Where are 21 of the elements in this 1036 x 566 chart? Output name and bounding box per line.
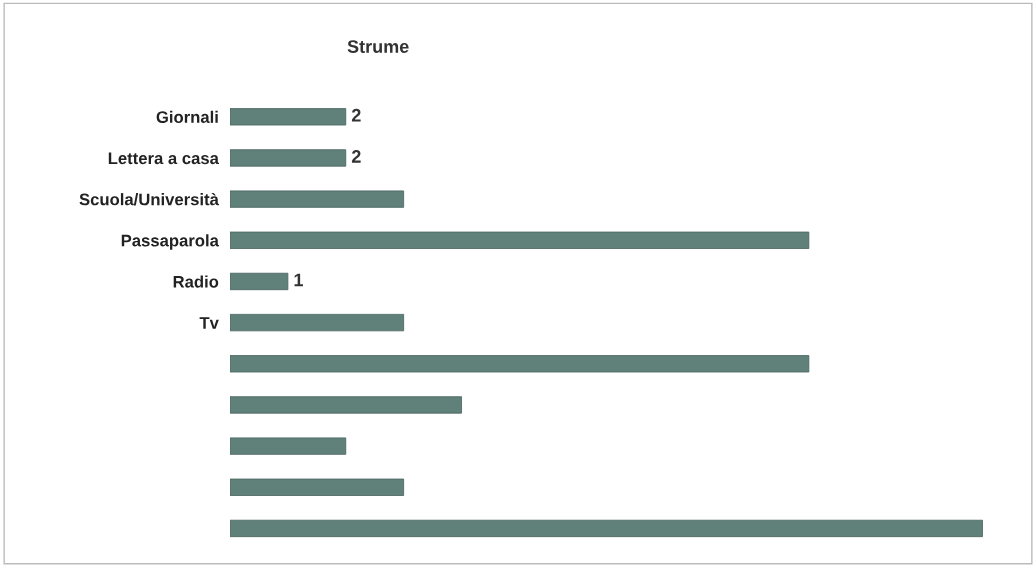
y-tick-label: Radio <box>173 275 219 288</box>
bar <box>229 313 405 332</box>
chart-title: Strume <box>347 40 409 53</box>
bar <box>229 478 405 496</box>
y-tick-label: Giornali <box>156 110 218 123</box>
bar <box>229 355 810 373</box>
bar <box>229 519 983 538</box>
y-tick-label: Scuola/Università <box>79 192 219 206</box>
data-label: 2 <box>351 150 361 163</box>
bar <box>229 396 462 414</box>
data-label: 1 <box>294 273 303 287</box>
y-tick-label: Passaparola <box>121 234 219 250</box>
bar <box>229 437 347 455</box>
y-tick-label: Lettera a casa <box>108 152 219 165</box>
y-tick-label: Tv <box>199 317 219 329</box>
data-label: 2 <box>351 108 361 122</box>
bar <box>229 108 347 126</box>
bar <box>229 149 347 167</box>
bar <box>229 272 289 291</box>
bar <box>229 231 810 249</box>
bar <box>229 190 405 208</box>
